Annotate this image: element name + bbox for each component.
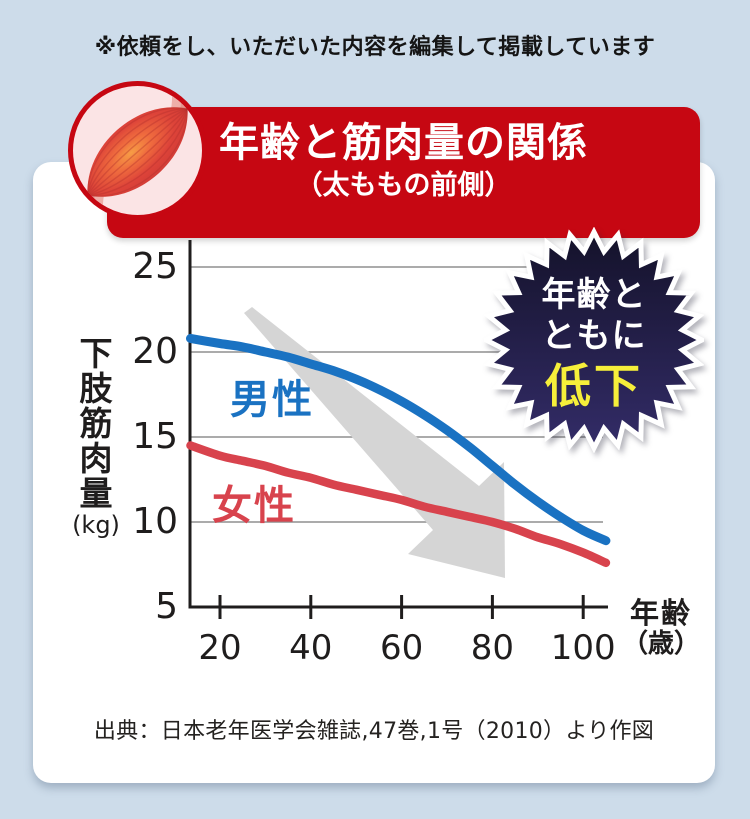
badge-text: 年齢と ともに 低下 bbox=[484, 227, 704, 453]
y-tick-label: 20 bbox=[132, 331, 178, 372]
x-tick-label: 100 bbox=[550, 628, 616, 668]
y-axis-title-char: 肉 bbox=[79, 439, 113, 478]
male-label: 男性 bbox=[230, 377, 314, 423]
muscle-icon-circle bbox=[68, 81, 207, 220]
badge-line1: 年齢と bbox=[541, 274, 647, 315]
female-label: 女性 bbox=[212, 483, 296, 529]
y-tick-label: 25 bbox=[132, 246, 178, 287]
x-tick-label: 20 bbox=[198, 628, 242, 668]
y-axis-title-char: 肢 bbox=[79, 369, 113, 408]
y-tick-label: 15 bbox=[132, 416, 178, 457]
title-banner: 年齢と筋肉量の関係 （太ももの前側） bbox=[107, 107, 700, 238]
y-tick-label: 5 bbox=[155, 586, 178, 627]
x-tick-label: 80 bbox=[470, 628, 515, 668]
starburst-icon bbox=[484, 227, 704, 453]
y-tick-label: 10 bbox=[132, 501, 178, 542]
source-text: 出典：日本老年医学会雑誌,47巻,1号（2010）より作図 bbox=[93, 719, 655, 744]
y-axis-title-char: 筋 bbox=[79, 404, 113, 443]
x-axis-title: 年齢 （歳） bbox=[618, 597, 704, 659]
banner-subtitle: （太ももの前側） bbox=[295, 170, 512, 201]
y-axis-unit: (kg) bbox=[72, 511, 120, 539]
banner-title: 年齢と筋肉量の関係 bbox=[219, 120, 588, 166]
muscle-icon bbox=[86, 86, 189, 215]
x-tick-label: 60 bbox=[379, 628, 424, 668]
x-axis-title-line: 年齢 bbox=[629, 596, 692, 630]
disclaimer-text: ※依頼をし、いただいた内容を編集して掲載しています bbox=[94, 35, 656, 60]
y-axis-title-char: 下 bbox=[79, 334, 113, 373]
x-tick-label: 40 bbox=[289, 628, 333, 668]
y-axis-title: 下肢筋肉量 (kg) bbox=[70, 336, 122, 539]
x-axis-title-line: （歳） bbox=[621, 629, 700, 659]
badge-line2: ともに bbox=[541, 315, 647, 356]
y-axis-title-char: 量 bbox=[79, 474, 113, 513]
badge-line3: 低下 bbox=[545, 358, 643, 413]
decline-badge: 年齢と ともに 低下 bbox=[484, 227, 704, 453]
